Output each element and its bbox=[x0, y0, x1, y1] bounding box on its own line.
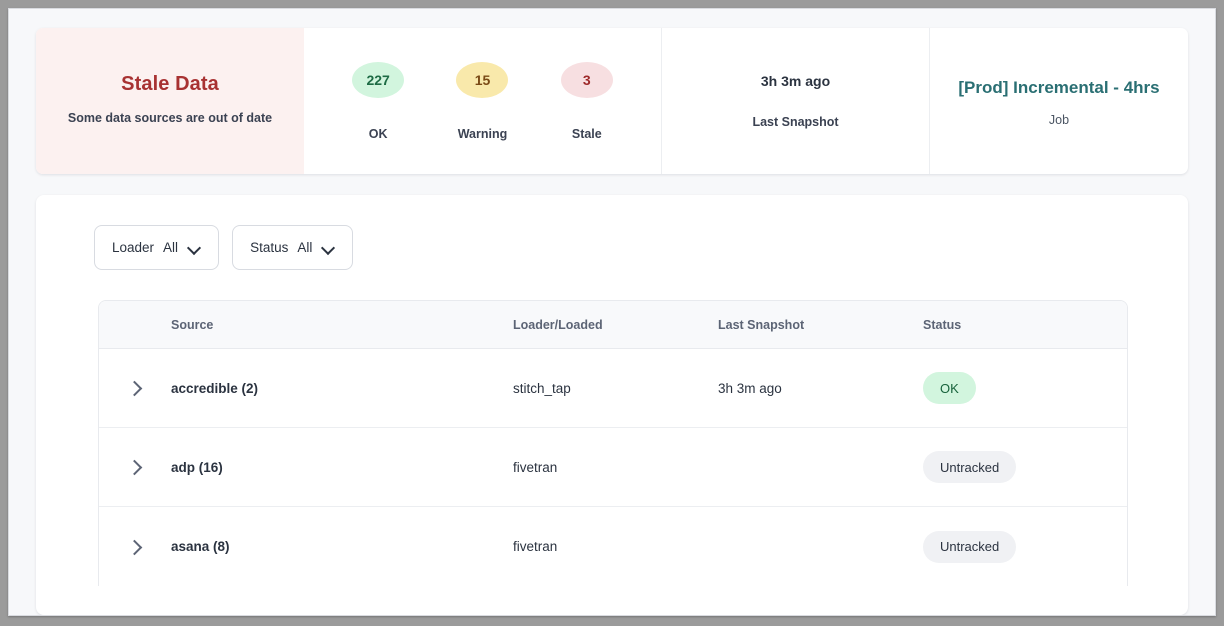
alert-subtitle: Some data sources are out of date bbox=[67, 111, 273, 126]
chevron-down-icon bbox=[322, 241, 335, 254]
last-snapshot-value: 3h 3m ago bbox=[760, 73, 831, 89]
loader-filter-dropdown[interactable]: Loader All bbox=[94, 225, 220, 270]
chevron-right-icon[interactable] bbox=[127, 457, 143, 477]
stale-data-alert: Stale Data Some data sources are out of … bbox=[36, 28, 304, 174]
chevron-right-icon[interactable] bbox=[127, 537, 143, 557]
job-summary: [Prod] Incremental - 4hrs Job bbox=[930, 28, 1188, 174]
table-header-row: Source Loader/Loaded Last Snapshot Statu… bbox=[99, 301, 1127, 349]
warning-count-label: Warning bbox=[457, 126, 508, 141]
row-expand-cell bbox=[99, 537, 171, 557]
table-row[interactable]: asana (8) fivetran Untracked bbox=[99, 507, 1127, 586]
page-content: Stale Data Some data sources are out of … bbox=[9, 9, 1215, 615]
last-snapshot-label: Last Snapshot bbox=[752, 115, 839, 129]
job-link[interactable]: [Prod] Incremental - 4hrs bbox=[958, 77, 1160, 97]
column-header-loader[interactable]: Loader/Loaded bbox=[513, 317, 603, 332]
last-snapshot-summary: 3h 3m ago Last Snapshot bbox=[662, 28, 930, 174]
chevron-right-icon[interactable] bbox=[127, 378, 143, 398]
table-row[interactable]: adp (16) fivetran Untracked bbox=[99, 428, 1127, 507]
column-header-status[interactable]: Status bbox=[923, 317, 962, 332]
cell-status: OK bbox=[923, 372, 1127, 404]
cell-loader: stitch_tap bbox=[513, 380, 571, 396]
cell-last-snapshot: 3h 3m ago bbox=[718, 380, 782, 396]
status-filter-dropdown[interactable]: Status All bbox=[232, 225, 354, 270]
cell-source: accredible (2) bbox=[171, 380, 259, 396]
ok-count-badge: 227 bbox=[352, 61, 405, 98]
status-badge: Untracked bbox=[923, 451, 1017, 483]
status-filter-label: Status bbox=[250, 240, 289, 255]
warning-count-badge: 15 bbox=[456, 61, 509, 98]
cell-source: adp (16) bbox=[171, 459, 223, 475]
cell-loader: fivetran bbox=[513, 539, 558, 554]
chevron-down-icon bbox=[188, 241, 201, 254]
column-header-source[interactable]: Source bbox=[171, 317, 214, 332]
count-item-stale: 3 Stale bbox=[544, 61, 630, 141]
row-expand-cell bbox=[99, 378, 171, 398]
sources-table: Source Loader/Loaded Last Snapshot Statu… bbox=[98, 300, 1128, 586]
app-window: Stale Data Some data sources are out of … bbox=[8, 8, 1216, 616]
status-badge: Untracked bbox=[923, 530, 1017, 563]
summary-card: Stale Data Some data sources are out of … bbox=[36, 28, 1188, 174]
cell-source: asana (8) bbox=[171, 539, 230, 554]
loader-filter-value: All bbox=[163, 240, 179, 255]
row-expand-cell bbox=[99, 457, 171, 477]
status-counts: 227 OK 15 Warning 3 Stale bbox=[304, 28, 662, 174]
filter-bar: Loader All Status All bbox=[36, 225, 1188, 270]
count-item-warning: 15 Warning bbox=[439, 61, 525, 141]
cell-status: Untracked bbox=[923, 451, 1127, 483]
table-row[interactable]: accredible (2) stitch_tap 3h 3m ago OK bbox=[99, 349, 1127, 428]
column-header-last-snapshot[interactable]: Last Snapshot bbox=[718, 317, 805, 332]
stale-count-label: Stale bbox=[571, 126, 602, 141]
status-badge: OK bbox=[923, 372, 976, 404]
alert-title: Stale Data bbox=[121, 73, 219, 96]
ok-count-label: OK bbox=[368, 126, 388, 141]
stale-count-badge: 3 bbox=[560, 61, 613, 98]
cell-status: Untracked bbox=[923, 530, 1127, 563]
count-item-ok: 227 OK bbox=[335, 61, 421, 141]
status-filter-value: All bbox=[297, 240, 313, 255]
loader-filter-label: Loader bbox=[112, 240, 155, 255]
job-label: Job bbox=[1048, 113, 1070, 128]
sources-card: Loader All Status All Source Loader/Load… bbox=[36, 195, 1188, 615]
cell-loader: fivetran bbox=[513, 459, 558, 475]
